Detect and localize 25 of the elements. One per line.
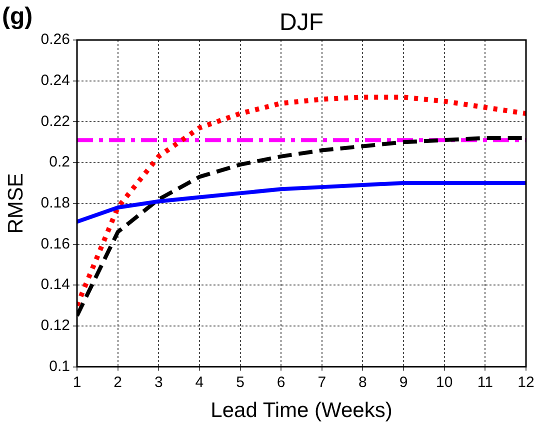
x-tick-label: 4 <box>195 374 204 391</box>
y-tick-label: 0.16 <box>40 235 70 252</box>
y-tick-label: 0.26 <box>40 31 70 48</box>
y-tick-label: 0.14 <box>40 276 70 294</box>
x-tick-label: 9 <box>399 374 408 391</box>
x-tick-label: 6 <box>276 374 286 391</box>
x-tick-label: 5 <box>236 374 244 391</box>
x-tick-label: 8 <box>358 374 367 391</box>
text: (g) <box>2 3 33 30</box>
x-tick-label: 7 <box>318 374 326 391</box>
x-axis-title: Lead Time (Weeks) <box>210 399 392 422</box>
chart-title: DJF <box>280 9 324 36</box>
y-tick-label: 0.22 <box>40 112 70 130</box>
y-tick-label: 0.18 <box>40 194 70 212</box>
x-tick-label: 10 <box>436 374 453 391</box>
y-tick-label: 0.1 <box>49 358 70 375</box>
y-axis-title: RMSE <box>4 173 28 234</box>
y-tick-label: 0.24 <box>40 72 70 89</box>
x-tick-label: 12 <box>518 374 534 391</box>
y-tick-label: 0.12 <box>40 317 70 334</box>
y-tick-label: 0.2 <box>49 154 70 171</box>
x-tick-label: 2 <box>114 374 122 391</box>
x-tick-label: 1 <box>72 374 82 391</box>
x-tick-label: 3 <box>154 374 163 391</box>
x-tick-label: 11 <box>477 374 493 391</box>
